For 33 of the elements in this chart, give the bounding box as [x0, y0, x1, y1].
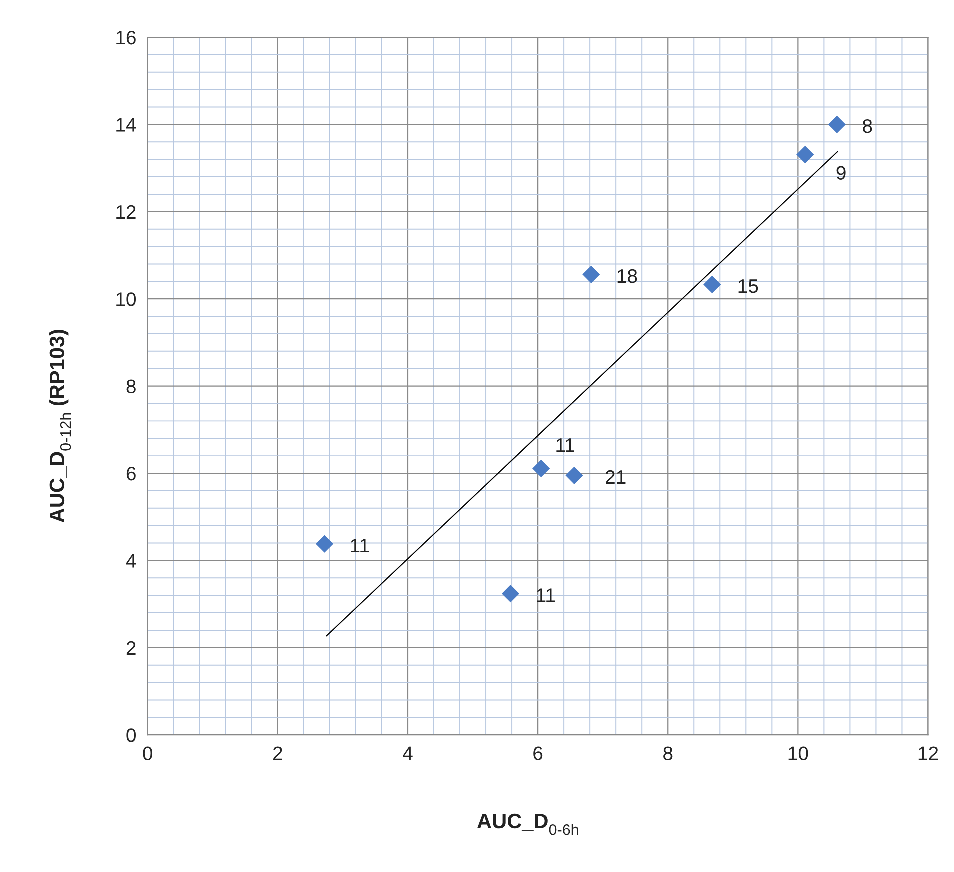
y-tick-label: 4	[126, 554, 136, 568]
x-tick-label: 6	[534, 746, 543, 760]
point	[828, 116, 846, 134]
y-tick-label: 6	[126, 466, 136, 481]
annotation: 9	[836, 166, 846, 180]
x-tick-label: 8	[664, 746, 673, 760]
point	[704, 276, 722, 294]
x-tick-label: 2	[274, 746, 282, 760]
x-tick-label: 12	[918, 746, 938, 760]
x-tick-label: 0	[143, 746, 153, 760]
annotation: 15	[738, 280, 758, 294]
y-tick-label: 10	[116, 292, 136, 306]
y-axis-title: AUC_D0-12h (RP103)	[49, 330, 72, 523]
y-tick-label: 14	[116, 118, 136, 132]
point	[316, 535, 334, 553]
annotation: 18	[618, 269, 638, 284]
y-tick-label: 0	[126, 728, 136, 742]
y-tick-label: 16	[116, 30, 136, 45]
y-tick-label: 2	[126, 641, 136, 655]
x-tick-label: 10	[788, 746, 808, 760]
y-tick-label: 12	[116, 205, 136, 219]
y-tick-label: 8	[126, 380, 136, 394]
point	[532, 460, 550, 478]
x-tick-label: 4	[403, 746, 413, 760]
annotation: 21	[606, 470, 626, 484]
annotation: 11	[556, 438, 574, 452]
annotation: 8	[863, 119, 872, 134]
point	[502, 585, 520, 603]
point	[796, 146, 814, 164]
point	[566, 466, 584, 484]
annotation: 11	[537, 588, 555, 602]
point	[582, 266, 600, 284]
annotation: 11	[351, 539, 369, 552]
